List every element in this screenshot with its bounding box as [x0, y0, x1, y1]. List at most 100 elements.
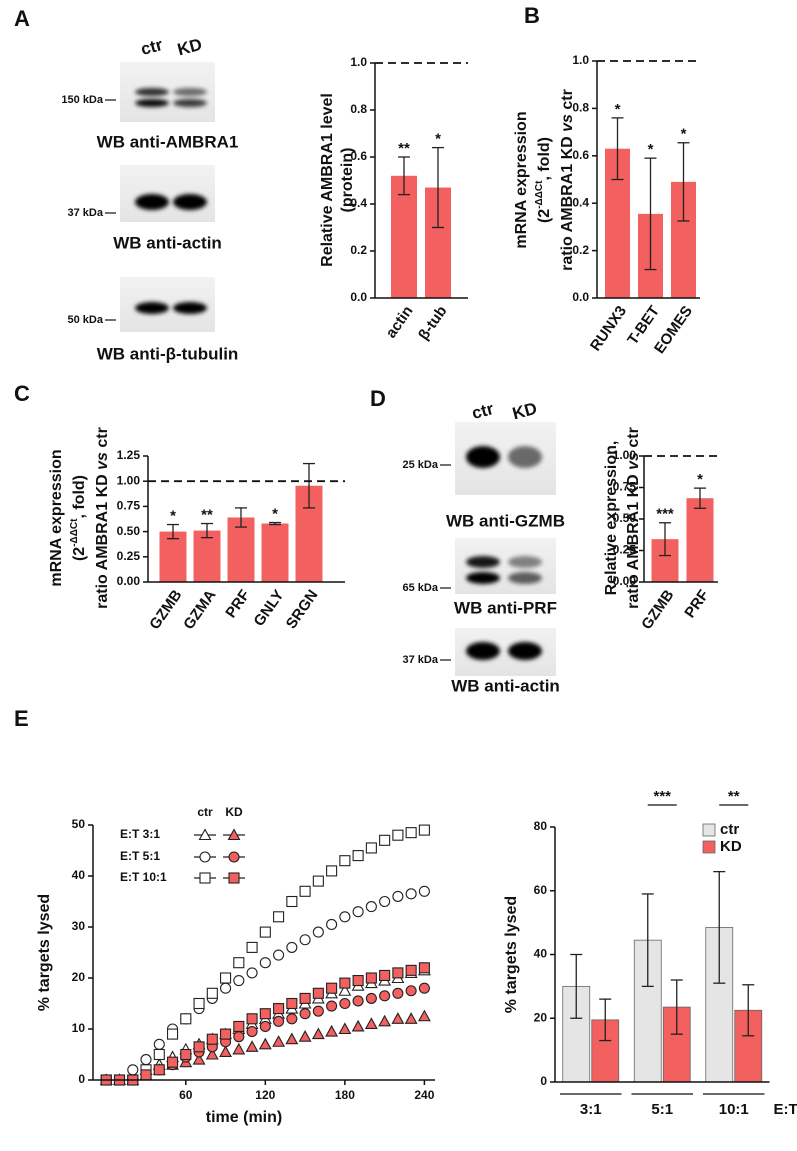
- x-tick-label: β-tub: [415, 303, 450, 343]
- y-axis-label: Relative AMBRA1 level: [319, 93, 336, 267]
- y-tick-label: 0.8: [350, 102, 367, 116]
- blot-band: [466, 446, 500, 468]
- data-point: [205, 1047, 219, 1060]
- legend-marker: [199, 851, 211, 863]
- x-tick-label: GZMA: [180, 587, 219, 633]
- error-bar: [599, 998, 612, 1042]
- blot-band: [508, 572, 542, 584]
- data-point: [140, 1054, 152, 1066]
- kda-marker: 65 kDa: [403, 582, 439, 594]
- y-axis-label: (2-ΔΔCt, fold): [534, 137, 553, 223]
- data-point: [352, 850, 364, 862]
- data-point: [153, 1064, 165, 1076]
- data-point: [273, 949, 285, 961]
- legend-marker: [199, 872, 211, 884]
- y-axis-label-part: (2: [536, 209, 553, 223]
- error-bar: [235, 507, 247, 528]
- data-point: [193, 1041, 205, 1053]
- y-axis-label: % targets lysed: [36, 894, 53, 1011]
- significance-label: *: [170, 508, 176, 525]
- y-axis-label: (2-ΔΔCt, fold): [69, 475, 88, 561]
- data-point: [206, 987, 218, 999]
- y-tick-label: 20: [534, 1010, 548, 1024]
- data-point: [326, 918, 338, 931]
- error-bar: [641, 893, 654, 988]
- y-tick-label: 80: [534, 819, 548, 833]
- data-point: [220, 1028, 232, 1040]
- data-point: [338, 1022, 352, 1035]
- error-bar: [677, 142, 690, 222]
- data-point: [273, 1015, 285, 1027]
- error-bar: [659, 522, 671, 557]
- y-tick-label: 1.0: [350, 55, 367, 69]
- data-point: [405, 827, 417, 839]
- data-point: [286, 1013, 298, 1025]
- data-point: [365, 972, 377, 984]
- panel-label: D: [370, 386, 386, 411]
- legend-label: E:T 10:1: [120, 870, 167, 884]
- significance-label: *: [697, 471, 703, 488]
- y-tick-label: 40: [534, 947, 548, 961]
- data-point: [258, 1037, 272, 1050]
- y-axis-label-part: ratio AMBRA1 KD: [559, 132, 576, 271]
- data-point: [418, 885, 430, 897]
- data-point: [206, 1033, 218, 1045]
- y-axis-label-part: -ΔΔCt: [534, 180, 545, 209]
- x-axis-label: time (min): [206, 1109, 282, 1126]
- data-point: [352, 974, 364, 987]
- y-axis-label-part: -ΔΔCt: [69, 518, 80, 547]
- data-point: [233, 1031, 245, 1043]
- data-point: [405, 888, 417, 900]
- data-point: [364, 1017, 378, 1029]
- bar: [159, 531, 187, 582]
- x-tick-label: RUNX3: [587, 303, 630, 354]
- x-tick-label: actin: [383, 303, 417, 341]
- legend-header: ctr: [197, 805, 213, 819]
- data-point: [338, 984, 352, 996]
- data-point: [298, 1030, 312, 1042]
- data-point: [273, 1003, 285, 1015]
- data-point: [392, 987, 404, 999]
- y-axis-label-part: (2: [71, 547, 88, 561]
- x-tick-label: 10:1: [719, 1101, 749, 1118]
- data-point: [272, 1035, 286, 1047]
- y-tick-label: 0: [78, 1072, 85, 1086]
- y-tick-label: 0.75: [117, 499, 141, 513]
- bar: [591, 1019, 620, 1083]
- significance-label: ***: [656, 506, 674, 523]
- error-bar: [398, 156, 410, 196]
- blot-label: WB anti-β-tubulin: [97, 344, 239, 363]
- data-point: [286, 895, 298, 908]
- blot-image: [455, 538, 556, 594]
- blot-band: [135, 99, 169, 107]
- y-tick-label: 10: [72, 1021, 86, 1035]
- error-bar: [694, 487, 706, 509]
- panel-label: C: [14, 381, 30, 406]
- data-point: [219, 1045, 232, 1057]
- data-point: [220, 982, 232, 994]
- y-axis-label-part: ctr: [559, 89, 576, 114]
- data-point: [259, 926, 271, 938]
- data-point: [326, 982, 338, 994]
- data-point: [379, 990, 391, 1002]
- blot-band: [466, 572, 500, 584]
- data-point: [417, 1009, 431, 1022]
- y-tick-label: 1.25: [117, 448, 141, 462]
- data-point: [299, 1008, 311, 1020]
- significance-label: *: [435, 131, 441, 148]
- significance-label: *: [648, 141, 654, 158]
- y-axis-label-part: , fold): [536, 137, 553, 181]
- blot-band: [173, 302, 207, 314]
- lane-label: KD: [510, 399, 539, 424]
- panel-label: A: [14, 6, 30, 31]
- y-tick-label: 0.25: [117, 549, 141, 563]
- data-point: [312, 1005, 324, 1017]
- error-bar: [713, 870, 726, 984]
- y-axis-label-part: vs: [94, 452, 111, 470]
- x-tick-label: PRF: [681, 587, 712, 621]
- y-tick-label: 1.00: [117, 473, 141, 487]
- y-tick-label: 0.2: [572, 243, 589, 257]
- y-axis-label-part: ratio AMBRA1 KD: [625, 470, 642, 609]
- data-point: [326, 865, 338, 877]
- blot-label: WB anti-AMBRA1: [97, 132, 239, 151]
